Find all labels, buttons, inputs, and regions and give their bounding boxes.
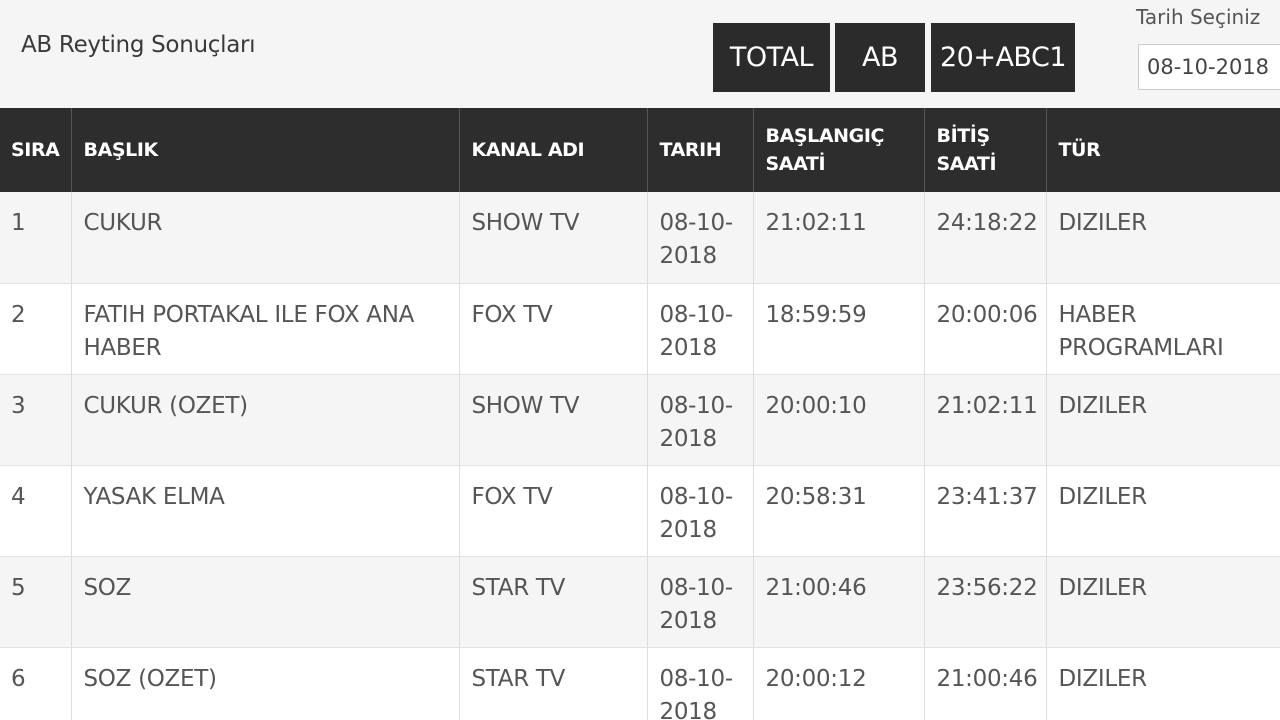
column-header-start-time[interactable]: BAŞLANGIÇ SAATİ [753,108,925,192]
top-bar: AB Reyting Sonuçları TOTAL AB 20+ABC1 Ta… [0,0,1280,108]
cell-date: 08-10-2018 [647,465,754,557]
cell-channel: SHOW TV [459,374,648,466]
cell-title: SOZ (OZET) [71,647,460,720]
date-picker-input[interactable] [1138,44,1280,90]
column-header-title[interactable]: BAŞLIK [71,108,460,192]
cell-channel: STAR TV [459,556,648,648]
cell-genre: DIZILER [1046,192,1280,284]
column-header-date[interactable]: TARIH [647,108,754,192]
cell-date: 08-10-2018 [647,283,754,375]
cell-end-time: 21:02:11 [924,374,1047,466]
column-header-rank[interactable]: SIRA [0,108,72,192]
cell-rank: 1 [0,192,72,284]
cell-rank: 3 [0,374,72,466]
cell-rank: 5 [0,556,72,648]
cell-date: 08-10-2018 [647,374,754,466]
cell-start-time: 21:00:46 [753,556,925,648]
cell-channel: FOX TV [459,465,648,557]
column-header-genre[interactable]: TÜR [1046,108,1280,192]
cell-date: 08-10-2018 [647,192,754,284]
cell-end-time: 21:00:46 [924,647,1047,720]
cell-channel: SHOW TV [459,192,648,284]
cell-title: CUKUR [71,192,460,284]
cell-rank: 2 [0,283,72,375]
cell-rank: 6 [0,647,72,720]
cell-title: FATIH PORTAKAL ILE FOX ANA HABER [71,283,460,375]
cell-genre: DIZILER [1046,374,1280,466]
cell-genre: DIZILER [1046,465,1280,557]
cell-channel: FOX TV [459,283,648,375]
date-picker-label: Tarih Seçiniz [1136,5,1261,29]
cell-start-time: 20:00:10 [753,374,925,466]
cell-channel: STAR TV [459,647,648,720]
cell-date: 08-10-2018 [647,556,754,648]
cell-genre: DIZILER [1046,556,1280,648]
table-row[interactable]: 6 SOZ (OZET) STAR TV 08-10-2018 20:00:12… [0,647,1280,720]
filter-ab-button[interactable]: AB [835,23,925,92]
cell-end-time: 23:56:22 [924,556,1047,648]
cell-start-time: 18:59:59 [753,283,925,375]
cell-date: 08-10-2018 [647,647,754,720]
cell-start-time: 20:58:31 [753,465,925,557]
ratings-table: SIRA BAŞLIK KANAL ADI TARIH BAŞLANGIÇ SA… [0,108,1280,720]
filter-20-abc1-button[interactable]: 20+ABC1 [931,23,1075,92]
cell-title: YASAK ELMA [71,465,460,557]
cell-start-time: 20:00:12 [753,647,925,720]
cell-start-time: 21:02:11 [753,192,925,284]
filter-total-button[interactable]: TOTAL [713,23,830,92]
column-header-end-time[interactable]: BİTİŞ SAATİ [924,108,1047,192]
cell-end-time: 24:18:22 [924,192,1047,284]
cell-title: CUKUR (OZET) [71,374,460,466]
table-row[interactable]: 5 SOZ STAR TV 08-10-2018 21:00:46 23:56:… [0,556,1280,648]
cell-title: SOZ [71,556,460,648]
page-title: AB Reyting Sonuçları [21,32,256,58]
table-header-row: SIRA BAŞLIK KANAL ADI TARIH BAŞLANGIÇ SA… [0,108,1280,192]
table-row[interactable]: 1 CUKUR SHOW TV 08-10-2018 21:02:11 24:1… [0,192,1280,284]
cell-rank: 4 [0,465,72,557]
column-header-channel[interactable]: KANAL ADI [459,108,648,192]
cell-genre: HABER PROGRAMLARI [1046,283,1280,375]
cell-end-time: 23:41:37 [924,465,1047,557]
table-row[interactable]: 3 CUKUR (OZET) SHOW TV 08-10-2018 20:00:… [0,374,1280,466]
table-row[interactable]: 4 YASAK ELMA FOX TV 08-10-2018 20:58:31 … [0,465,1280,557]
cell-genre: DIZILER [1046,647,1280,720]
cell-end-time: 20:00:06 [924,283,1047,375]
table-row[interactable]: 2 FATIH PORTAKAL ILE FOX ANA HABER FOX T… [0,283,1280,375]
